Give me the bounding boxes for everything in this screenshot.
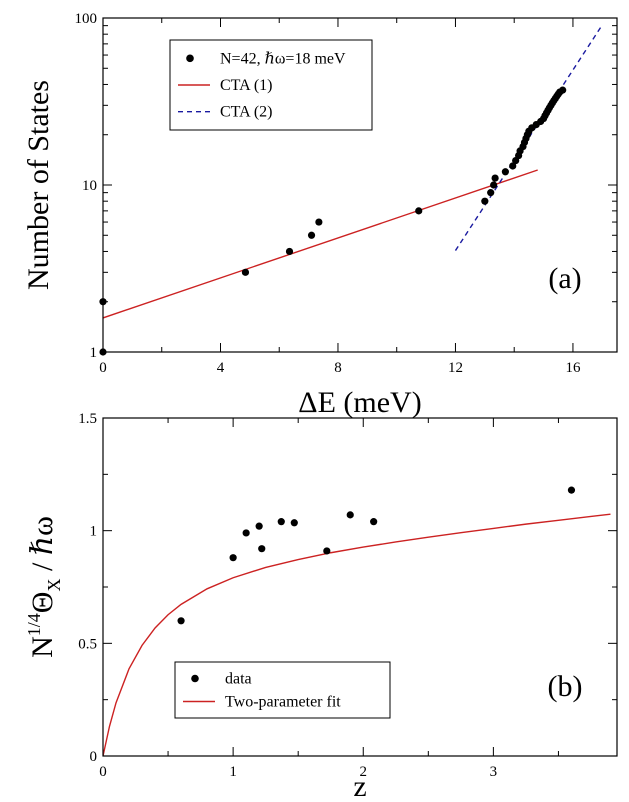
a-legend-label: CTA (2) [220, 104, 273, 121]
panel-b: 0 1 2 3 0 0.5 1 1.5 z N1/4ΘX / ℏω (b) data Two-p… [24, 411, 618, 802]
b-legend-marker-swatch [191, 674, 199, 683]
a-data-point [307, 231, 316, 239]
a-series-line-1 [103, 169, 538, 319]
a-data-point [481, 197, 489, 205]
a-x-tick-label: 16 [565, 360, 581, 376]
b-y-tick-label: 0 [90, 749, 98, 765]
panel-b-y-label-sub: X [44, 579, 64, 592]
panel-a-tag: (a) [548, 262, 581, 295]
b-y-tick-label: 1.5 [78, 411, 97, 427]
b-data-point [370, 518, 378, 526]
a-x-tick-label: 0 [99, 360, 107, 376]
panel-b-y-axis-label: N1/4ΘX / ℏω [24, 516, 64, 658]
a-y-tick-label: 1 [90, 345, 98, 361]
a-legend-label: N=42, ℏω=18 meV [220, 50, 346, 67]
panel-b-x-axis-label: z [353, 770, 366, 802]
panel-a-data-points [99, 86, 567, 356]
panel-a-ticks: 0 4 8 12 16 1 10 100 [75, 11, 617, 376]
a-x-tick-label: 8 [334, 360, 342, 376]
b-data-point [346, 511, 354, 519]
panel-b-y-label-base: N [26, 636, 59, 658]
b-data-point [177, 617, 185, 625]
a-legend-label: CTA (1) [220, 77, 273, 94]
a-x-tick-label: 4 [217, 360, 225, 376]
panel-b-tag: (b) [548, 670, 583, 703]
a-data-point [509, 162, 517, 170]
b-data-point [323, 547, 331, 555]
b-data-point [229, 554, 237, 562]
a-data-point [490, 181, 498, 189]
a-data-point [491, 174, 499, 182]
b-x-tick-label: 2 [360, 764, 368, 780]
panel-a-legend: N=42, ℏω=18 meV CTA (1) CTA (2) [169, 39, 373, 131]
a-data-point [285, 247, 294, 256]
a-data-point [315, 218, 323, 226]
b-data-point [255, 522, 263, 530]
panel-b-fit-lines [103, 513, 611, 756]
panel-b-y-label-tail: / ℏω [26, 516, 59, 578]
a-data-point [415, 207, 423, 215]
panel-a-fit-lines [103, 24, 603, 319]
panel-b-data-points [177, 486, 576, 625]
a-data-point [487, 189, 495, 197]
b-x-tick-label: 1 [229, 764, 237, 780]
panel-b-ticks: 0 1 2 3 0 0.5 1 1.5 [78, 411, 617, 780]
b-legend-label: data [225, 671, 252, 688]
b-legend-label: Two-parameter fit [225, 694, 341, 711]
a-data-point [501, 168, 509, 176]
a-y-tick-label: 10 [82, 178, 97, 194]
b-data-point [290, 519, 298, 527]
b-data-point [277, 518, 285, 526]
a-x-tick-label: 12 [448, 360, 463, 376]
b-data-point [258, 545, 266, 553]
a-y-tick-label: 100 [75, 11, 98, 27]
panel-a-y-axis-label: Number of States [22, 80, 55, 290]
b-y-tick-label: 1 [90, 524, 98, 540]
panel-b-legend: data Two-parameter fit [174, 661, 391, 719]
b-y-tick-label: 0.5 [78, 636, 97, 652]
panel-a-x-axis-label: ΔE (meV) [298, 386, 421, 419]
a-data-point [559, 86, 567, 94]
b-x-tick-label: 0 [99, 764, 107, 780]
b-legend-box [174, 661, 391, 719]
panel-b-y-label-theta: Θ [26, 592, 59, 614]
a-legend-marker-swatch [186, 54, 194, 63]
b-data-point [242, 529, 250, 537]
panel-b-y-label-sup: 1/4 [24, 613, 44, 636]
b-x-tick-label: 3 [490, 764, 498, 780]
b-series-line-1 [103, 513, 611, 756]
b-data-point [567, 486, 576, 494]
a-data-point [241, 268, 250, 276]
